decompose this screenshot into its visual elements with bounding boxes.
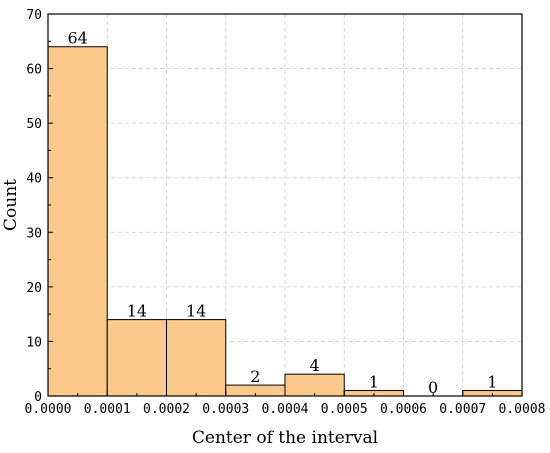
x-tick-label: 0.0004 [262,402,309,417]
x-tick-label: 0.0007 [439,402,486,417]
histogram-bar [166,319,227,397]
histogram-bar [47,46,108,397]
histogram-bar [284,373,345,397]
bar-value-label: 1 [487,373,497,392]
x-tick-label: 0.0006 [380,402,427,417]
y-tick-label: 0 [34,390,42,405]
grid-layer [48,14,522,396]
x-axis-title: Center of the interval [192,428,378,448]
y-tick-label: 30 [26,226,42,241]
y-axis-title: Count [1,179,21,231]
bar-layer [47,46,523,397]
bar-value-label: 1 [369,373,379,392]
x-tick-label: 0.0000 [25,402,72,417]
bar-value-label: 2 [250,367,260,386]
bar-value-label: 64 [67,29,87,48]
x-tick-label: 0.0005 [321,402,368,417]
bar-value-label: 4 [310,356,320,375]
tick-layer: 0.0000 0.0001 0.0002 0.0003 0.0004 0.0005 0.00… [25,8,546,417]
x-tick-label: 0.0001 [84,402,131,417]
x-tick-label: 0.0003 [202,402,249,417]
y-tick-label: 40 [26,172,42,187]
y-tick-label: 70 [26,8,42,23]
bar-value-label: 14 [127,302,147,321]
y-tick-label: 20 [26,281,42,296]
label-layer: 64 14 14 2 4 1 0 1 [67,29,497,397]
y-tick-label: 60 [26,63,42,78]
y-tick-label: 10 [26,335,42,350]
bar-value-label: 14 [186,302,206,321]
histogram-bar [106,319,167,397]
y-tick-label: 50 [26,117,42,132]
bar-value-label: 0 [428,378,438,397]
x-tick-label: 0.0008 [499,402,546,417]
x-tick-label: 0.0002 [143,402,190,417]
